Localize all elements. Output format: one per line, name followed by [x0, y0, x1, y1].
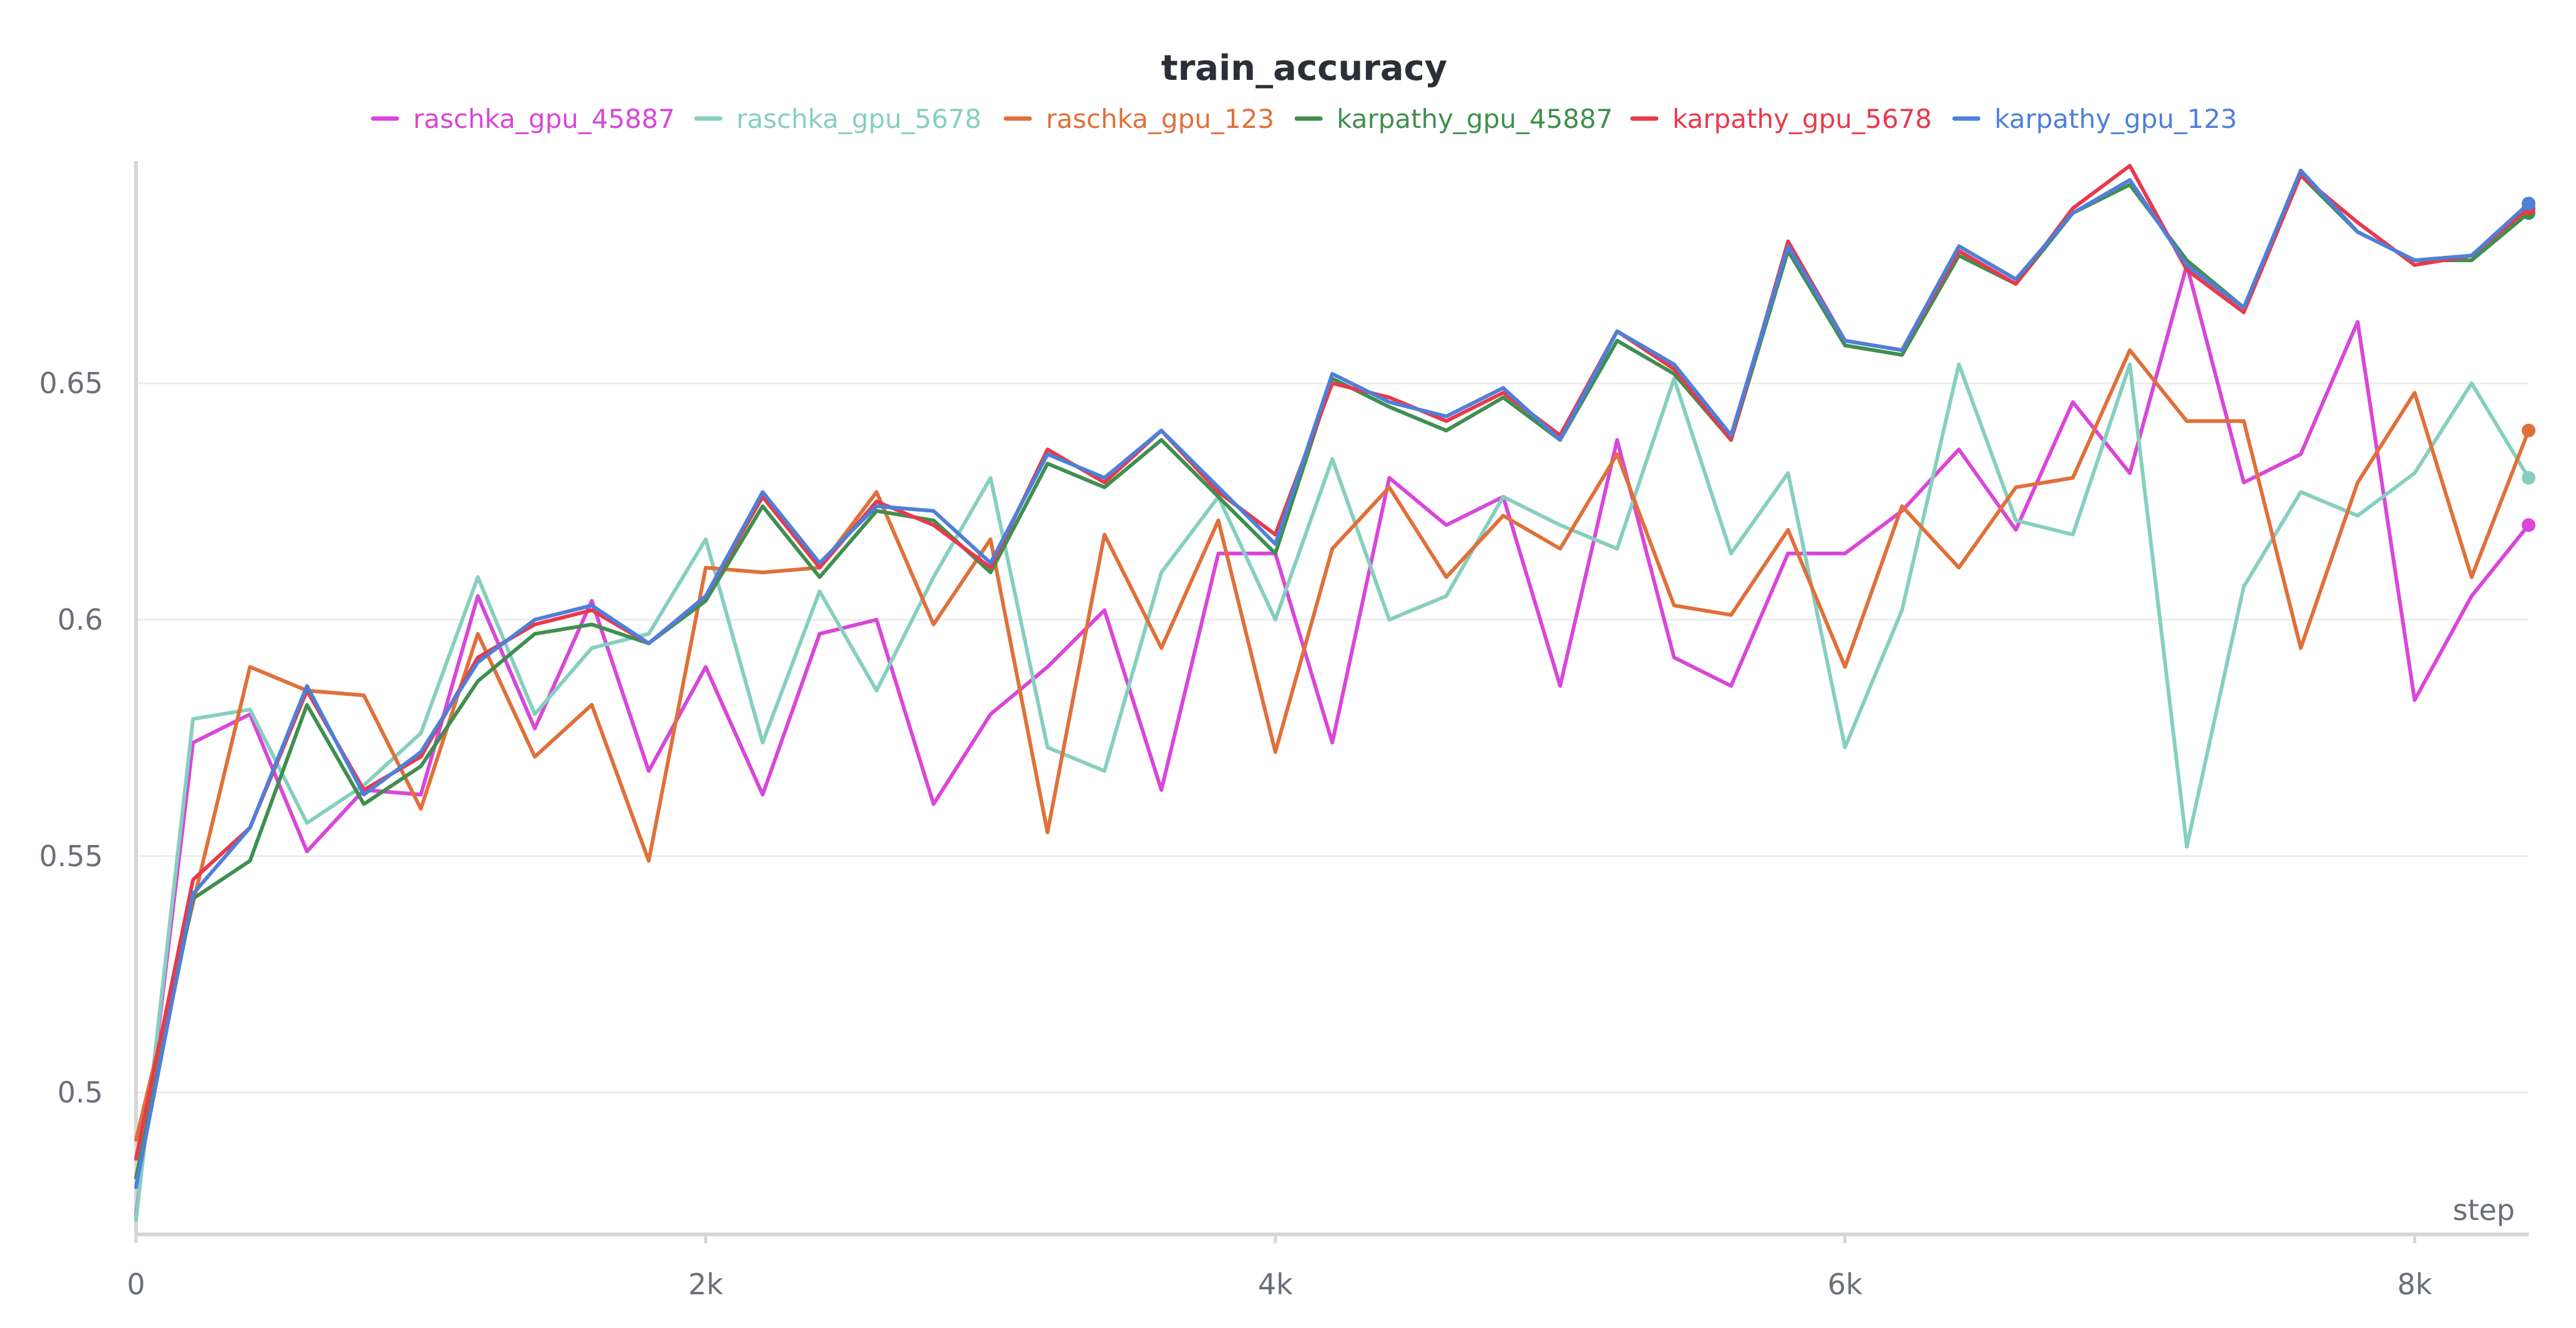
legend-item[interactable]: raschka_gpu_5678 — [694, 104, 982, 134]
series-line — [134, 164, 2530, 1161]
legend-item[interactable]: karpathy_gpu_123 — [1952, 104, 2237, 134]
legend-label: karpathy_gpu_45887 — [1337, 104, 1612, 134]
legend-label: karpathy_gpu_5678 — [1672, 104, 1932, 134]
y-axis-ticks: 0.5 0.55 0.6 0.65 — [39, 366, 103, 1110]
series-line — [134, 263, 2530, 1218]
x-tick-label: 4k — [1258, 1267, 1293, 1301]
y-tick-label: 0.55 — [39, 839, 103, 873]
series-raschka_gpu_123 — [134, 348, 2535, 1142]
chart-title: train_accuracy — [1161, 48, 1447, 89]
series-line — [134, 348, 2530, 1142]
x-tick-label: 6k — [1828, 1267, 1863, 1301]
axes — [134, 161, 2529, 1236]
series-line — [134, 168, 2530, 1189]
series-end-point — [2522, 197, 2535, 211]
series-end-point — [2522, 423, 2535, 437]
legend-label: raschka_gpu_123 — [1046, 104, 1274, 134]
x-tick-label: 8k — [2397, 1267, 2432, 1301]
series-end-point — [2522, 518, 2535, 532]
legend-item[interactable]: raschka_gpu_45887 — [371, 104, 675, 134]
x-axis-label: step — [2452, 1193, 2515, 1227]
x-tick-label: 2k — [688, 1267, 723, 1301]
plot-area — [134, 164, 2535, 1223]
series-raschka_gpu_5678 — [134, 362, 2535, 1223]
series-line — [134, 362, 2530, 1223]
x-axis-ticks: 0 2k 4k 6k 8k — [127, 1234, 2432, 1301]
y-tick-label: 0.65 — [39, 366, 103, 400]
series-raschka_gpu_45887 — [134, 263, 2535, 1218]
legend-item[interactable]: raschka_gpu_123 — [1003, 104, 1274, 134]
legend-item[interactable]: karpathy_gpu_5678 — [1630, 104, 1932, 134]
y-tick-label: 0.6 — [57, 603, 103, 637]
series-karpathy_gpu_5678 — [134, 164, 2535, 1161]
series-end-point — [2522, 471, 2535, 485]
legend-item[interactable]: karpathy_gpu_45887 — [1294, 104, 1612, 134]
legend-label: raschka_gpu_45887 — [413, 104, 675, 134]
legend-label: raschka_gpu_5678 — [736, 104, 982, 134]
legend: raschka_gpu_45887 raschka_gpu_5678 raschka… — [371, 104, 2237, 134]
series-karpathy_gpu_123 — [134, 168, 2535, 1189]
legend-label: karpathy_gpu_123 — [1994, 104, 2237, 134]
y-tick-label: 0.5 — [57, 1076, 103, 1110]
x-tick-label: 0 — [127, 1267, 145, 1301]
